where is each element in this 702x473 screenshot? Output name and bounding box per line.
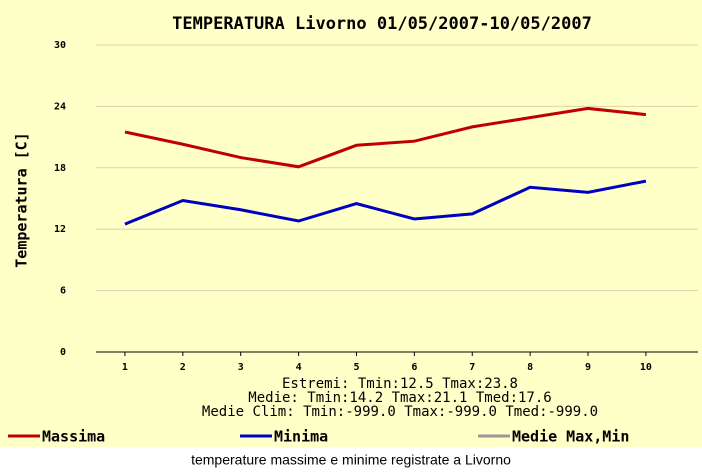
y-tick-label: 30	[54, 40, 66, 51]
x-tick-label: 1	[122, 362, 128, 373]
y-tick-label: 6	[60, 286, 66, 297]
y-tick-label: 12	[54, 224, 66, 235]
note: Medie: Tmin:14.2 Tmax:21.1 Tmed:17.6	[248, 390, 551, 406]
legend-label: Medie Max,Min	[512, 428, 629, 446]
note: Medie Clim: Tmin:-999.0 Tmax:-999.0 Tmed…	[202, 404, 598, 420]
legend-label: Massima	[42, 428, 105, 446]
x-tick-label: 7	[469, 362, 475, 373]
x-tick-label: 9	[585, 362, 591, 373]
x-tick-label: 5	[353, 362, 359, 373]
chart-background	[0, 0, 702, 447]
x-tick-label: 10	[640, 362, 652, 373]
x-tick-label: 3	[238, 362, 244, 373]
y-axis-label: Temperatura [C]	[13, 132, 31, 267]
y-tick-label: 24	[54, 101, 66, 112]
x-tick-label: 8	[527, 362, 533, 373]
y-tick-label: 0	[60, 347, 66, 358]
chart-title: TEMPERATURA Livorno 01/05/2007-10/05/200…	[172, 14, 592, 34]
legend-label: Minima	[274, 428, 328, 446]
caption: temperature massime e minime registrate …	[191, 452, 511, 468]
note: Estremi: Tmin:12.5 Tmax:23.8	[282, 376, 518, 392]
x-tick-label: 2	[180, 362, 186, 373]
y-tick-label: 18	[54, 163, 66, 174]
x-tick-label: 6	[411, 362, 417, 373]
data-line	[124, 106, 647, 169]
data-line	[124, 179, 647, 226]
x-tick-label: 4	[296, 362, 302, 373]
